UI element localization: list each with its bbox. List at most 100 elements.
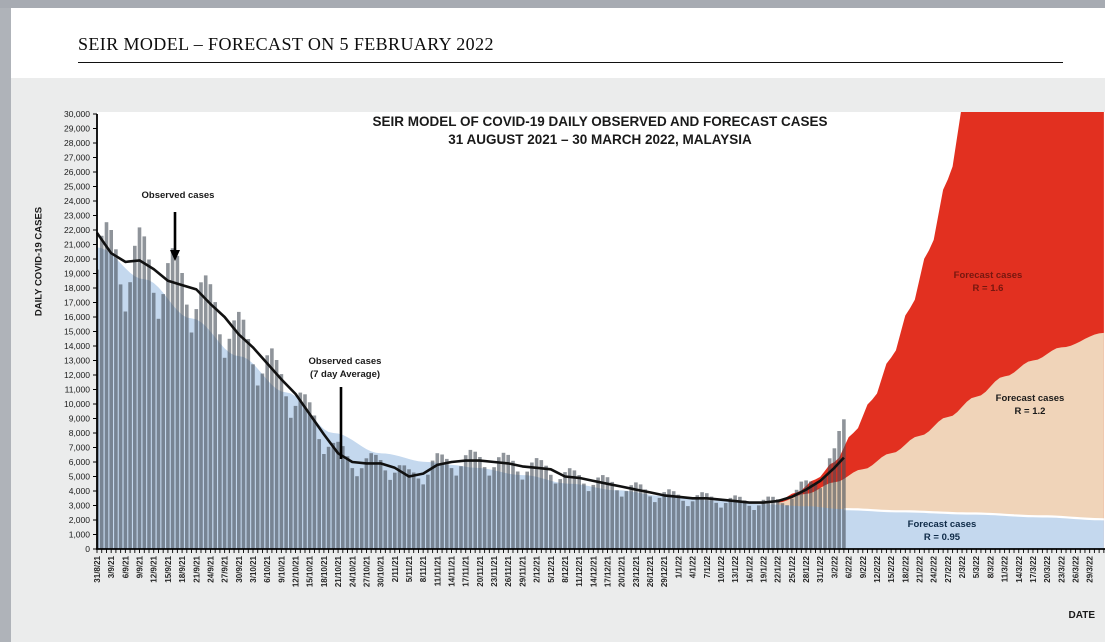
window-left-strip (0, 8, 11, 642)
x-tick-label: 24/2/22 (930, 555, 939, 582)
window-top-strip (0, 0, 1105, 8)
x-tick-label: 18/2/22 (901, 555, 910, 582)
y-tick-label: 29,000 (64, 124, 90, 134)
y-tick-label: 15,000 (64, 327, 90, 337)
y-tick-label: 7,000 (69, 443, 91, 453)
x-tick-label: 31/8/21 (93, 555, 102, 582)
x-tick-label: 31/1/22 (816, 555, 825, 582)
y-tick-label: 28,000 (64, 138, 90, 148)
y-tick-label: 16,000 (64, 312, 90, 322)
y-tick-label: 11,000 (65, 385, 91, 395)
y-tick-label: 1,000 (69, 530, 91, 540)
x-tick-label: 27/10/21 (362, 555, 371, 587)
x-tick-label: 14/3/22 (1015, 555, 1024, 582)
x-axis-title: DATE (1068, 610, 1095, 621)
x-tick-label: 2/3/22 (958, 555, 967, 578)
forecast-separator-line (843, 508, 1104, 521)
observed-bars (97, 222, 846, 549)
chart-title: SEIR MODEL OF COVID-19 DAILY OBSERVED AN… (220, 113, 980, 149)
x-tick-label: 19/1/22 (760, 555, 769, 582)
y-tick-label: 27,000 (64, 153, 90, 163)
y-tick-label: 18,000 (64, 283, 90, 293)
x-tick-label: 8/3/22 (986, 555, 995, 578)
y-tick-label: 2,000 (69, 515, 91, 525)
y-tick-label: 24,000 (64, 196, 90, 206)
x-tick-label: 23/11/21 (490, 555, 499, 586)
x-tick-label: 11/3/22 (1001, 555, 1010, 582)
x-tick-label: 20/3/22 (1043, 555, 1052, 582)
x-tick-label: 3/9/21 (107, 555, 116, 578)
y-tick-label: 3,000 (69, 501, 91, 511)
x-tick-label: 10/1/22 (717, 555, 726, 582)
x-tick-label: 29/11/21 (518, 555, 527, 586)
x-tick-label: 11/11/21 (433, 555, 442, 586)
y-tick-label: 0 (85, 544, 90, 554)
y-tick-label: 23,000 (64, 211, 90, 221)
x-tick-label: 26/3/22 (1071, 555, 1080, 582)
x-tick-label: 11/12/21 (575, 555, 584, 586)
x-tick-label: 15/2/22 (887, 555, 896, 582)
x-tick-label: 23/3/22 (1057, 555, 1066, 582)
y-tick-label: 8,000 (69, 428, 91, 438)
x-tick-label: 12/10/21 (292, 555, 301, 587)
x-tick-label: 20/12/21 (618, 555, 627, 587)
x-tick-label: 18/9/21 (178, 555, 187, 582)
x-tick-label: 6/2/22 (845, 555, 854, 578)
x-tick-label: 9/9/21 (136, 555, 145, 578)
x-tick-label: 9/2/22 (859, 555, 868, 578)
chart-title-line2: 31 AUGUST 2021 – 30 MARCH 2022, MALAYSIA (448, 132, 752, 147)
x-tick-label: 5/3/22 (972, 555, 981, 578)
x-tick-label: 16/1/22 (745, 555, 754, 582)
x-tick-label: 17/11/21 (462, 555, 471, 586)
label-forecast-r12: Forecast cases R = 1.2 (995, 393, 1065, 417)
x-tick-label: 17/3/22 (1029, 555, 1038, 582)
slide-header: SEIR MODEL – FORECAST ON 5 FEBRUARY 2022 (11, 8, 1105, 78)
y-tick-label: 6,000 (69, 457, 91, 467)
y-tick-label: 20,000 (64, 254, 90, 264)
x-tick-label: 2/12/21 (533, 555, 542, 582)
x-tick-label: 21/2/22 (915, 555, 924, 582)
x-tick-label: 14/12/21 (589, 555, 598, 587)
x-tick-label: 1/1/22 (674, 555, 683, 578)
chart-title-line1: SEIR MODEL OF COVID-19 DAILY OBSERVED AN… (372, 114, 828, 129)
x-tick-label: 15/9/21 (164, 555, 173, 582)
x-tick-label: 12/9/21 (150, 555, 159, 582)
x-tick-label: 18/10/21 (320, 555, 329, 587)
axes: 0 1,000 2,000 3,000 4,000 5,000 6,000 7,000 8,00… (64, 109, 1105, 587)
x-tick-label: 14/11/21 (448, 555, 457, 586)
annotation-observed-avg: Observed cases (7 day Average) (308, 356, 382, 380)
arrow-head (170, 250, 180, 261)
x-tick-label: 23/12/21 (632, 555, 641, 587)
x-tick-label: 21/9/21 (192, 555, 201, 582)
page-title: SEIR MODEL – FORECAST ON 5 FEBRUARY 2022 (78, 34, 494, 54)
x-tick-label: 29/3/22 (1086, 555, 1095, 582)
y-tick-label: 9,000 (69, 414, 91, 424)
y-tick-label: 13,000 (64, 356, 90, 366)
y-tick-label: 14,000 (64, 341, 90, 351)
label-forecast-r16: Forecast cases R = 1.6 (953, 270, 1023, 294)
x-tick-label: 28/1/22 (802, 555, 811, 582)
y-tick-label: 4,000 (69, 486, 91, 496)
x-tick-label: 20/11/21 (476, 555, 485, 586)
x-tick-label: 3/2/22 (830, 555, 839, 578)
x-tick-label: 3/10/21 (249, 555, 258, 582)
x-tick-label: 24/10/21 (348, 555, 357, 587)
x-tick-label: 26/12/21 (646, 555, 655, 587)
forecast-area-r12 (777, 332, 1104, 549)
x-tick-label: 26/11/21 (504, 555, 513, 586)
annotation-observed-cases: Observed cases (141, 190, 215, 201)
x-tick-label: 27/2/22 (944, 555, 953, 582)
x-tick-label: 17/12/21 (604, 555, 613, 587)
x-tick-label: 7/1/22 (703, 555, 712, 578)
x-tick-label: 6/10/21 (263, 555, 272, 582)
observed-7day-average-line (95, 232, 845, 504)
y-tick-label: 22,000 (64, 225, 90, 235)
x-tick-label: 13/1/22 (731, 555, 740, 582)
y-tick-label: 30,000 (64, 109, 90, 119)
x-tick-label: 5/11/21 (405, 555, 414, 582)
x-tick-label: 30/9/21 (235, 555, 244, 582)
x-tick-label: 2/11/21 (391, 555, 400, 582)
label-forecast-r095: Forecast cases R = 0.95 (907, 519, 977, 543)
